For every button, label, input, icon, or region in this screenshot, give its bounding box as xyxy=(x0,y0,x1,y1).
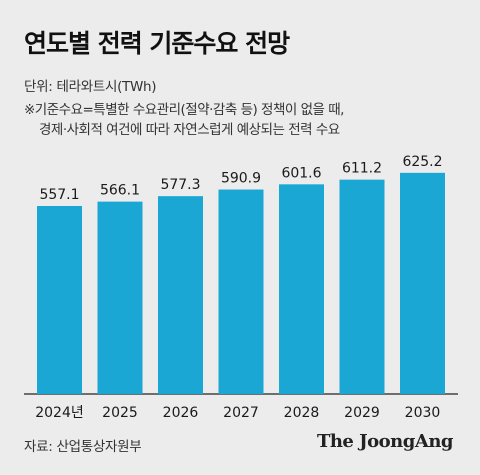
data-label-3: 590.9 xyxy=(221,171,261,187)
bar-1 xyxy=(97,201,143,394)
x-tick-label-6: 2030 xyxy=(405,405,441,421)
x-tick-label-3: 2027 xyxy=(223,405,259,421)
bar-2 xyxy=(158,196,203,394)
chart-title: 연도별 전력 기준수요 전망 xyxy=(24,29,290,58)
x-tick-label-2: 2026 xyxy=(163,405,199,421)
bar-0 xyxy=(37,206,82,394)
footnote-line-2: 경제·사회적 여건에 따라 자연스럽게 예상되는 전력 수요 xyxy=(39,122,340,138)
x-tick-label-1: 2025 xyxy=(102,405,138,421)
data-label-5: 611.2 xyxy=(342,161,382,177)
data-label-1: 566.1 xyxy=(100,183,140,199)
unit-label: 단위: 테라와트시(TWh) xyxy=(24,79,157,95)
data-label-0: 557.1 xyxy=(39,187,79,203)
x-tick-label-0: 2024년 xyxy=(35,405,84,421)
bar-4 xyxy=(279,184,324,394)
bar-3 xyxy=(218,189,264,394)
footnote: ※기준수요=특별한 수요관리(절약·감축 등) 정책이 없을 때, 경제·사회적… xyxy=(24,100,344,140)
bar-5 xyxy=(339,179,385,394)
data-label-2: 577.3 xyxy=(160,177,200,193)
bar-6 xyxy=(400,172,445,394)
data-label-4: 601.6 xyxy=(281,165,321,181)
publisher-logo: The JoongAng xyxy=(316,431,454,452)
source-label: 자료: 산업통상자원부 xyxy=(24,439,142,455)
x-tick-label-4: 2028 xyxy=(284,405,320,421)
data-label-6: 625.2 xyxy=(402,154,442,170)
x-tick-label-5: 2029 xyxy=(344,405,380,421)
footnote-line-1: ※기준수요=특별한 수요관리(절약·감축 등) 정책이 없을 때, xyxy=(24,102,344,118)
